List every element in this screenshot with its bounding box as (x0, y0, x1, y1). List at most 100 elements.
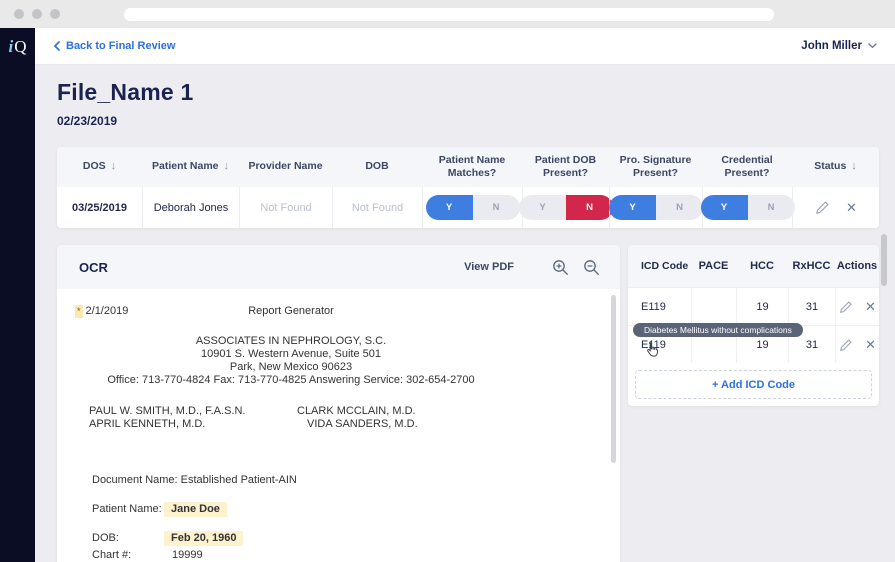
toggle-no-button[interactable]: N (472, 195, 520, 220)
doctor-name: APRIL KENNETH, M.D. (89, 418, 206, 430)
ocr-panel-header: OCR View PDF (57, 245, 620, 289)
provider-name-value: Not Found (239, 187, 332, 228)
icd-code-value[interactable]: E119 (641, 300, 666, 313)
col-patient-name-matches: Patient Name Matches? (438, 153, 506, 179)
logo-q: Q (14, 36, 27, 56)
document-name-row: Document Name: Established Patient-AIN (92, 474, 620, 487)
doctor-name: PAUL W. SMITH, M.D., F.A.S.N. (89, 405, 246, 417)
dob-row: DOB: Feb 20, 1960 (92, 531, 620, 546)
report-title: Report Generator (248, 305, 334, 317)
window-control-dot[interactable] (32, 9, 42, 19)
zoom-out-icon[interactable] (583, 259, 600, 276)
col-hcc: HCC (750, 260, 774, 272)
browser-chrome (0, 0, 895, 28)
document-scan-date: * 2/1/2019 (75, 305, 129, 318)
doctor-name: VIDA SANDERS, M.D. (307, 418, 418, 430)
toggle-no-button[interactable]: N (656, 195, 703, 220)
user-name: John Miller (801, 40, 862, 52)
toggle-yes-button[interactable]: Y (425, 195, 473, 220)
back-label: Back to Final Review (66, 40, 176, 52)
icd-actions-cell: ✕ (835, 326, 879, 363)
browser-url-bar[interactable] (124, 8, 774, 21)
document-name-value: Established Patient-AIN (180, 474, 297, 486)
clinic-address-2: Park, New Mexico 90623 (229, 361, 353, 373)
icd-code-value[interactable]: E119 (641, 338, 666, 351)
col-dos: DOS ↓ (82, 160, 117, 173)
icd-row: E119 19 31 ✕ (628, 287, 879, 325)
chevron-down-icon (868, 43, 877, 49)
delete-icon[interactable]: ✕ (846, 199, 857, 215)
back-to-final-review-link[interactable]: Back to Final Review (53, 40, 175, 52)
dob-label: DOB: (92, 532, 119, 544)
dob-highlight: Feb 20, 1960 (164, 531, 244, 546)
delete-icon[interactable]: ✕ (865, 298, 876, 314)
patient-name-label: Patient Name: (92, 503, 162, 515)
icd-panel: ICD Code PACE HCC RxHCC Actions E119 19 … (628, 245, 879, 406)
icd-actions-cell: ✕ (835, 288, 879, 325)
col-status: Status ↓ (814, 160, 857, 173)
col-credential-present: Credential Present? (721, 153, 773, 179)
col-pro-signature-present: Pro. Signature Present? (619, 153, 692, 179)
view-pdf-button[interactable]: View PDF (464, 261, 514, 273)
rxhcc-value: 31 (788, 326, 835, 363)
toggle-yes-button[interactable]: Y (519, 195, 566, 220)
document-name-label: Document Name: (92, 474, 178, 486)
page-scrollbar[interactable] (881, 234, 887, 286)
clinic-contact: Office: 713-770-4824 Fax: 713-770-4825 A… (107, 374, 475, 386)
delete-icon[interactable]: ✕ (865, 336, 876, 352)
status-cell: ✕ (792, 187, 879, 228)
edit-icon[interactable] (839, 338, 853, 352)
edit-icon[interactable] (839, 300, 853, 314)
col-provider-name: Provider Name (248, 160, 323, 173)
sort-icon[interactable]: ↓ (110, 160, 117, 173)
page-content: File_Name 1 02/23/2019 DOS ↓ Patient Name… (35, 65, 895, 562)
logo-i: i (8, 36, 14, 56)
col-dob: DOB (365, 160, 389, 173)
icd-table-header: ICD Code PACE HCC RxHCC Actions (628, 245, 879, 287)
doctors-block: PAUL W. SMITH, M.D., F.A.S.N. APRIL KENN… (71, 405, 620, 431)
toggle-yes-button[interactable]: Y (609, 195, 656, 220)
pace-value (691, 288, 736, 325)
toggle-no-button[interactable]: N (566, 195, 613, 220)
toggle-no-button[interactable]: N (747, 195, 795, 220)
clinic-block: ASSOCIATES IN NEPHROLOGY, S.C. 10901 S. … (71, 335, 511, 387)
review-table: DOS ↓ Patient Name ↓ Provider Name DOB Pat… (57, 147, 879, 228)
edit-icon[interactable] (815, 200, 830, 215)
window-control-dot[interactable] (50, 9, 60, 19)
window-control-dot[interactable] (14, 9, 24, 19)
page-title: File_Name 1 (57, 79, 194, 105)
patient-name-row: Patient Name: Jane Doe (92, 502, 620, 517)
ocr-scrollbar[interactable] (611, 295, 616, 463)
hcc-value: 19 (736, 288, 788, 325)
patient-name-value: Deborah Jones (142, 187, 239, 228)
chevron-left-icon (53, 41, 60, 51)
sort-icon[interactable]: ↓ (851, 160, 857, 173)
add-icd-code-button[interactable]: + Add ICD Code (635, 370, 872, 399)
window-controls (14, 9, 60, 19)
sort-icon[interactable]: ↓ (223, 160, 230, 173)
zoom-in-icon[interactable] (552, 259, 569, 276)
document-fields: Document Name: Established Patient-AIN P… (71, 474, 620, 562)
top-nav: Back to Final Review John Miller (35, 28, 895, 65)
hcc-value: 19 (736, 326, 788, 363)
user-menu[interactable]: John Miller (801, 40, 877, 52)
patient-name-highlight: Jane Doe (164, 502, 227, 517)
col-patient-name: Patient Name ↓ (151, 160, 230, 173)
icd-tooltip: Diabetes Mellitus without complications (633, 323, 803, 337)
ocr-panel: OCR View PDF * 2/1/2019 Report Generator (57, 245, 620, 562)
toggle-yes-button[interactable]: Y (700, 195, 748, 220)
doctor-name: CLARK MCCLAIN, M.D. (297, 405, 416, 417)
col-icd-code: ICD Code (641, 260, 689, 272)
pace-value (691, 326, 736, 363)
highlight-marker: * (75, 305, 83, 318)
table-row: 03/25/2019 Deborah Jones Not Found Not F… (57, 187, 879, 228)
chart-row: Chart #: 19999 (92, 549, 620, 562)
